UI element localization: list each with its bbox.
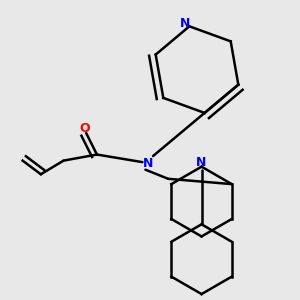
Text: N: N: [196, 156, 207, 169]
Text: N: N: [143, 157, 154, 170]
Text: O: O: [80, 122, 90, 135]
Text: N: N: [180, 17, 190, 30]
